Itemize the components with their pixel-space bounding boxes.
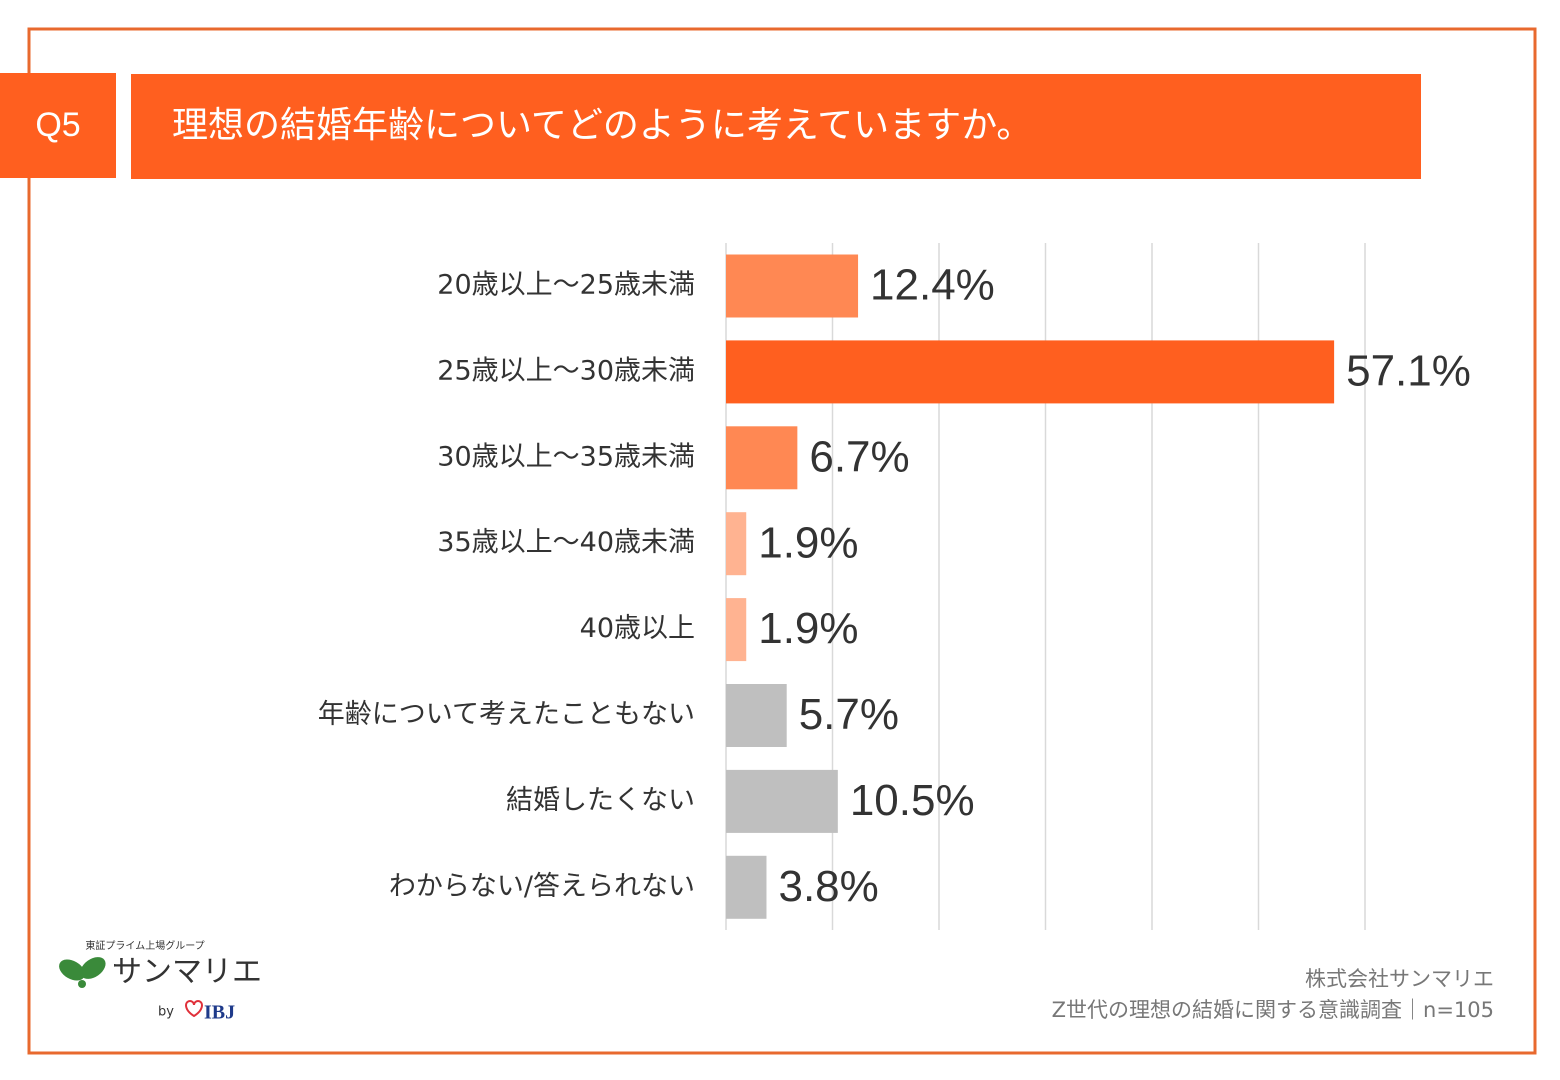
logo-leaf: [59, 959, 85, 981]
logo-by: by: [158, 1005, 174, 1020]
category-label: 35歳以上～40歳未満: [437, 527, 695, 558]
question-number: Q5: [35, 106, 80, 144]
category-label: 結婚したくない: [506, 785, 695, 816]
logo-leaf: [80, 957, 106, 979]
category-label: 30歳以上～35歳未満: [437, 441, 695, 472]
logo-tagline: 東証プライム上場グループ: [85, 939, 204, 952]
bar: [726, 254, 859, 318]
value-label: 10.5%: [850, 776, 975, 825]
logo-brand: サンマリエ: [112, 955, 262, 990]
logo: 東証プライム上場グループ サンマリエ by IBJ: [59, 939, 262, 1024]
category-label: 年齢について考えたこともない: [318, 699, 695, 730]
title-bar: [131, 74, 1421, 179]
bar: [726, 512, 747, 576]
value-label: 57.1%: [1346, 347, 1471, 396]
footer-survey: Z世代の理想の結婚に関する意識調査｜n=105: [1052, 998, 1494, 1022]
category-label: 25歳以上～30歳未満: [437, 355, 695, 386]
question-title: 理想の結婚年齢についてどのように考えていますか。: [172, 105, 1032, 146]
question-box: [0, 73, 116, 178]
value-label: 5.7%: [799, 690, 899, 739]
footer-company: 株式会社サンマリエ: [1305, 967, 1494, 991]
bar: [726, 426, 798, 490]
bar: [726, 340, 1335, 404]
logo-partner: IBJ: [204, 1002, 235, 1024]
logo-heart: [184, 1000, 204, 1018]
bar-chart: 20歳以上～25歳未満 12.4% 25歳以上～30歳未満 57.1% 30歳以上～35…: [318, 243, 1471, 930]
bar: [726, 769, 838, 833]
value-label: 6.7%: [809, 432, 909, 481]
category-label: 20歳以上～25歳未満: [437, 270, 695, 301]
logo-dot: [78, 980, 86, 988]
bar: [726, 684, 787, 747]
value-label: 1.9%: [758, 518, 858, 567]
bar: [726, 855, 767, 919]
category-label: 40歳以上: [580, 613, 695, 644]
value-label: 1.9%: [758, 604, 858, 653]
value-label: 12.4%: [870, 261, 995, 310]
category-label: わからない/答えられない: [389, 871, 695, 902]
bar: [726, 598, 747, 662]
frame: [27, 27, 1537, 1055]
value-label: 3.8%: [778, 862, 878, 911]
